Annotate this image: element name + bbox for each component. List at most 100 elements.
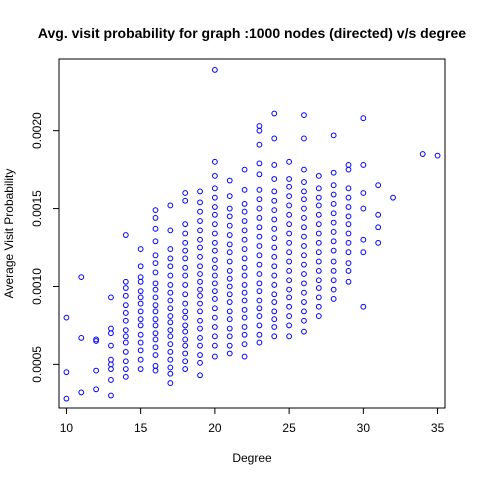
data-point [211,296,218,302]
data-point [167,282,174,288]
data-point [286,230,293,237]
data-point [152,330,159,337]
data-point [419,151,426,157]
data-point [271,324,278,330]
data-point [167,380,174,386]
data-point [137,300,144,307]
data-point [211,194,218,201]
data-point [241,236,248,243]
data-point [286,322,293,329]
data-point [152,269,159,276]
data-point [256,322,263,329]
data-point [167,341,174,348]
data-point [286,211,293,218]
data-point [256,127,263,134]
data-point [167,370,174,377]
data-point [197,292,203,299]
data-point [271,110,278,117]
data-point [345,239,352,246]
data-point [256,271,263,277]
data-point [330,169,337,176]
data-point [108,342,114,349]
data-point [271,188,278,195]
data-point [301,205,307,212]
data-point [122,349,129,355]
data-point [211,324,218,330]
y-axis: 0.0005 0.0010 0.0015 0.0020 [30,112,60,383]
data-point [211,172,218,179]
data-point [226,213,233,220]
data-point [182,282,189,288]
data-point [122,358,129,365]
data-point [241,282,248,288]
data-point [122,339,129,346]
data-point [256,215,263,221]
data-point [301,328,307,335]
data-point [434,152,441,159]
data-point [315,258,322,265]
data-point [167,313,174,319]
data-point [286,193,293,200]
data-point [122,373,129,380]
data-point [256,243,263,249]
y-tick-label: 0.0015 [30,190,44,227]
data-point [241,166,248,173]
data-point [211,67,218,73]
x-tick-label: 10 [60,421,74,435]
data-point [286,239,293,246]
data-point [211,204,218,210]
data-point [197,300,203,307]
data-point [122,327,129,333]
data-point [63,369,70,376]
data-point [301,112,307,118]
data-point [241,246,248,252]
data-point [301,261,307,268]
data-point [360,303,367,310]
data-point [197,372,203,379]
data-point [78,389,85,396]
data-point [256,280,263,287]
data-point [241,218,248,224]
data-point [197,317,203,324]
data-point [137,316,144,323]
data-point [256,252,263,259]
data-point [182,336,189,343]
data-point [197,359,203,366]
data-point [211,185,218,192]
data-point [197,236,203,243]
data-point [211,230,218,237]
data-point [108,377,114,383]
data-point [197,278,203,285]
data-point [271,197,278,204]
data-point [286,333,293,340]
data-point [211,288,218,295]
data-point [93,367,100,374]
data-point [286,277,293,284]
data-point [301,252,307,259]
data-point [197,227,203,234]
data-point [167,289,174,296]
data-point [152,308,159,315]
data-point [122,302,129,309]
data-point [330,238,337,245]
data-point [345,267,352,274]
data-point [63,314,70,321]
data-point [286,303,293,310]
data-point [226,325,233,332]
data-point [271,316,278,323]
data-point [315,303,322,310]
data-point [182,350,189,357]
data-point [182,308,189,315]
data-point [122,333,129,340]
data-point [286,176,293,182]
data-point [330,191,337,198]
data-point [271,207,278,214]
data-point [197,308,203,315]
data-point [211,257,218,263]
data-point [271,291,278,298]
data-point [271,308,278,315]
x-tick-label: 30 [357,421,371,435]
data-point [152,252,159,259]
data-point [360,162,367,168]
data-point [182,247,189,254]
